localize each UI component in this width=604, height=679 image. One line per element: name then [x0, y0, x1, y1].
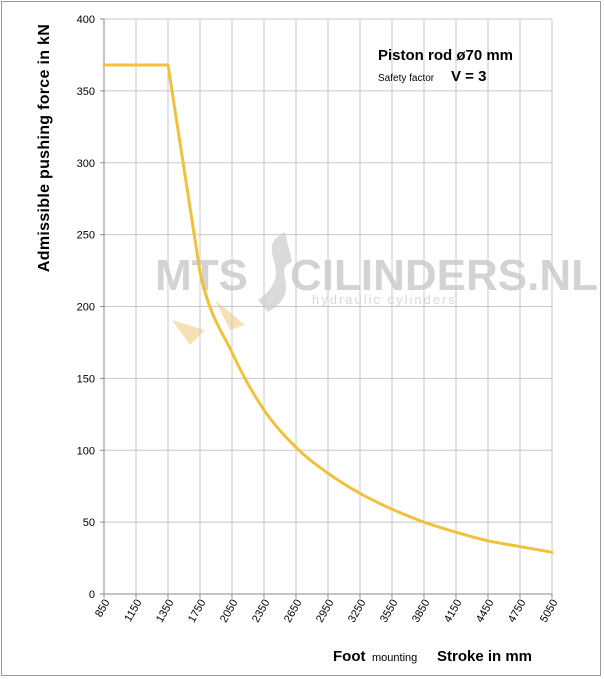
x-tick-label: 3850 [410, 598, 433, 625]
y-tick-label: 0 [89, 589, 95, 601]
watermark-brand-right: CILINDERS.NL [290, 251, 598, 300]
data-point [167, 64, 169, 66]
annotation-title: Piston rod ø70 mm [378, 47, 513, 64]
watermark-tagline: hydraulic cylinders [312, 292, 457, 307]
x-tick-label: 1750 [186, 598, 209, 625]
x-tick-label: 2050 [218, 598, 241, 625]
x-axis-ticks: 850 1150 1350 1750 2050 2350 2650 2950 3250 3550 3… [93, 594, 561, 625]
data-point [327, 472, 329, 475]
y-tick-label: 150 [77, 373, 95, 385]
x-tick-label: 850 [93, 598, 113, 620]
data-point [199, 271, 201, 273]
y-axis-ticks: 0 50 100 150 200 250 300 350 400 [77, 14, 104, 601]
data-point [391, 508, 393, 510]
x-axis-label-mid: mounting [372, 652, 417, 664]
x-tick-label: 4750 [506, 598, 529, 625]
data-point [103, 64, 105, 66]
x-tick-label: 2350 [250, 598, 273, 625]
grid [104, 18, 553, 594]
x-tick-label: 3550 [378, 598, 401, 625]
y-tick-label: 350 [77, 86, 95, 98]
data-point [135, 64, 137, 66]
data-point [487, 540, 489, 542]
x-tick-label: 5050 [538, 598, 561, 625]
data-point [295, 446, 297, 449]
x-axis-label-prefix: Foot [333, 648, 365, 665]
x-tick-label: 3250 [346, 598, 369, 625]
x-tick-label: 2650 [282, 598, 305, 625]
y-axis-label: Admissible pushing force in kN [36, 24, 53, 272]
watermark-logo: MTS CILINDERS.NL hydraulic cylinders [155, 232, 598, 345]
data-point [231, 351, 233, 354]
annotation-factor-value: V = 3 [451, 68, 486, 85]
data-point [551, 551, 553, 554]
y-tick-label: 100 [77, 445, 95, 457]
x-tick-label: 1150 [122, 598, 144, 624]
y-tick-label: 250 [77, 230, 95, 242]
y-tick-label: 200 [77, 302, 95, 314]
data-point [359, 492, 361, 495]
y-tick-label: 400 [77, 14, 95, 26]
x-tick-label: 2950 [314, 598, 337, 625]
x-tick-label: 1350 [154, 598, 177, 625]
x-tick-label: 4150 [442, 598, 465, 625]
y-tick-label: 300 [77, 158, 95, 170]
data-point [455, 531, 457, 533]
data-point [423, 521, 425, 523]
data-point [263, 409, 265, 411]
data-point [519, 545, 521, 548]
x-axis-label-main: Stroke in mm [437, 648, 532, 665]
y-tick-label: 50 [83, 517, 95, 529]
x-tick-label: 4450 [474, 598, 497, 625]
watermark-swirl-icon [258, 232, 292, 312]
watermark-star-icon [172, 300, 245, 345]
annotation-factor-label: Safety factor [378, 73, 435, 84]
series-layer [102, 63, 554, 554]
